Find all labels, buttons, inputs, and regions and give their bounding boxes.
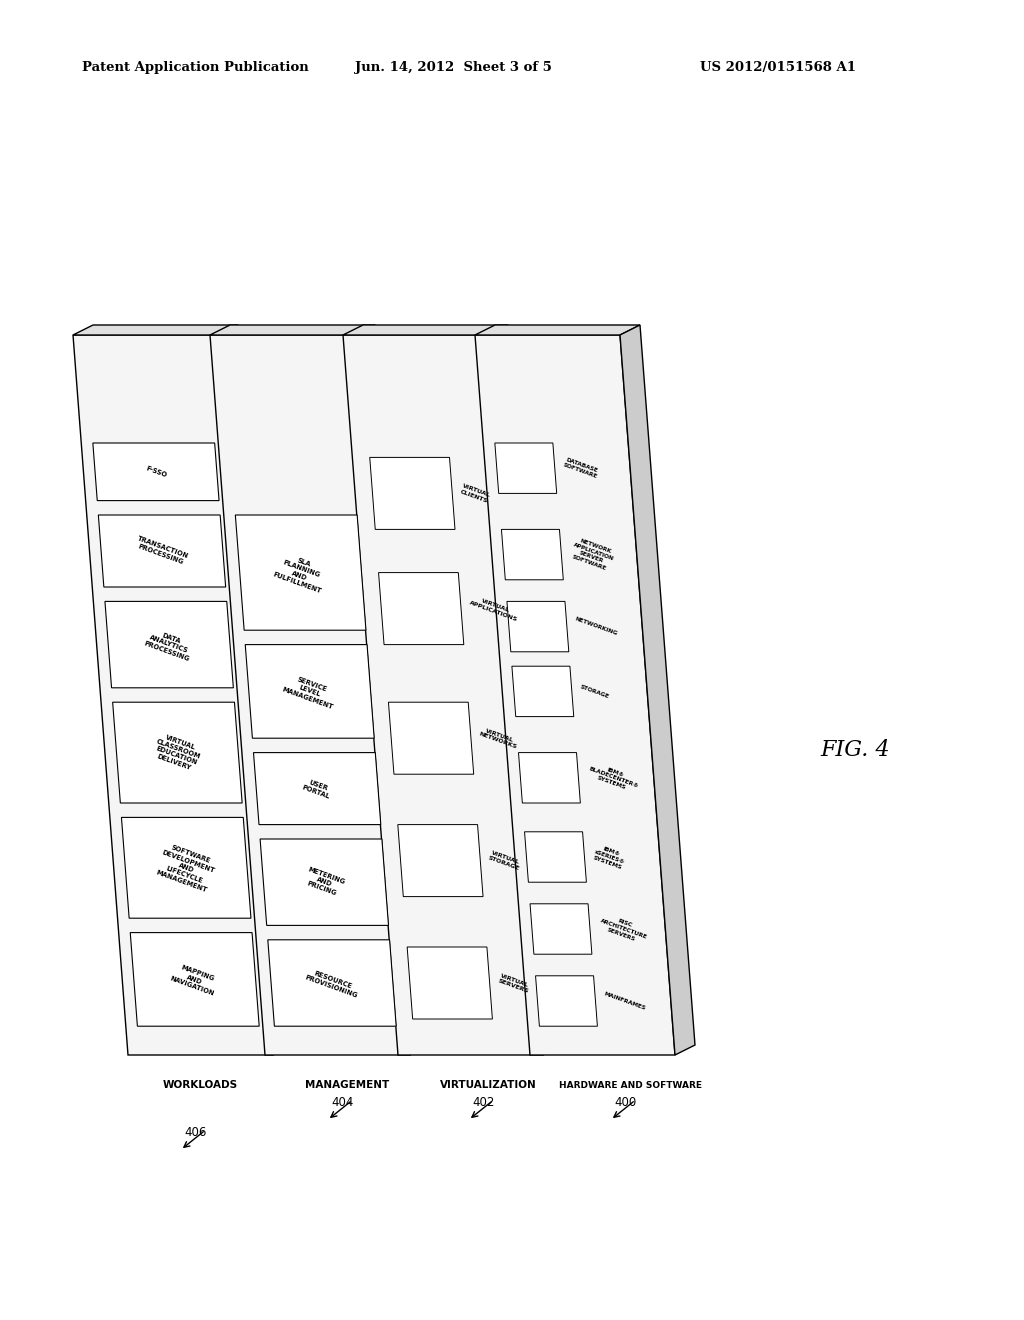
- Polygon shape: [518, 752, 581, 803]
- Polygon shape: [218, 325, 293, 1055]
- Text: SLA
PLANNING
AND
FULFILLMENT: SLA PLANNING AND FULFILLMENT: [272, 552, 330, 594]
- Polygon shape: [98, 515, 225, 587]
- Polygon shape: [268, 940, 396, 1026]
- Polygon shape: [388, 702, 474, 775]
- Polygon shape: [93, 444, 219, 500]
- Text: SOFTWARE
DEVELOPMENT
AND
LIFECYCLE
MANAGEMENT: SOFTWARE DEVELOPMENT AND LIFECYCLE MANAG…: [155, 842, 218, 894]
- Text: IBM®
BLADECENTER®
SYSTEMS: IBM® BLADECENTER® SYSTEMS: [586, 760, 641, 795]
- Polygon shape: [210, 335, 410, 1055]
- Polygon shape: [246, 644, 374, 738]
- Polygon shape: [343, 335, 543, 1055]
- Text: SERVICE
LEVEL
MANAGEMENT: SERVICE LEVEL MANAGEMENT: [281, 673, 339, 710]
- Polygon shape: [488, 325, 563, 1055]
- Text: VIRTUAL
CLIENTS: VIRTUAL CLIENTS: [460, 483, 492, 503]
- Text: MANAGEMENT: MANAGEMENT: [305, 1080, 389, 1090]
- Polygon shape: [379, 573, 464, 644]
- Text: USER
PORTAL: USER PORTAL: [301, 777, 333, 800]
- Text: MAPPING
AND
NAVIGATION: MAPPING AND NAVIGATION: [169, 962, 220, 997]
- Text: RESOURCE
PROVISIONING: RESOURCE PROVISIONING: [304, 968, 360, 999]
- Polygon shape: [370, 458, 455, 529]
- Text: VIRTUAL
STORAGE: VIRTUAL STORAGE: [487, 850, 522, 871]
- Polygon shape: [524, 832, 587, 882]
- Polygon shape: [397, 825, 483, 896]
- Polygon shape: [530, 904, 592, 954]
- Text: RISC
ARCHITECTURE
SERVERS: RISC ARCHITECTURE SERVERS: [597, 912, 649, 945]
- Text: DATA
ANALYTICS
PROCESSING: DATA ANALYTICS PROCESSING: [143, 627, 196, 663]
- Text: MAINFRAMES: MAINFRAMES: [603, 991, 646, 1011]
- Polygon shape: [130, 933, 259, 1026]
- Polygon shape: [113, 702, 242, 803]
- Polygon shape: [343, 325, 508, 335]
- Text: 404: 404: [332, 1097, 353, 1110]
- Text: WORKLOADS: WORKLOADS: [163, 1080, 238, 1090]
- Text: IBM®
xSERIES®
SYSTEMS: IBM® xSERIES® SYSTEMS: [592, 843, 628, 870]
- Text: HARDWARE AND SOFTWARE: HARDWARE AND SOFTWARE: [559, 1081, 702, 1089]
- Text: Jun. 14, 2012  Sheet 3 of 5: Jun. 14, 2012 Sheet 3 of 5: [355, 62, 552, 74]
- Polygon shape: [260, 840, 388, 925]
- Text: STORAGE: STORAGE: [580, 684, 609, 700]
- Text: TRANSACTION
PROCESSING: TRANSACTION PROCESSING: [134, 536, 189, 566]
- Polygon shape: [475, 325, 640, 335]
- Polygon shape: [536, 975, 597, 1026]
- Polygon shape: [104, 602, 233, 688]
- Text: VIRTUAL
SERVERS: VIRTUAL SERVERS: [497, 973, 531, 994]
- Text: NETWORK
APPLICATION
SERVER
SOFTWARE: NETWORK APPLICATION SERVER SOFTWARE: [568, 537, 616, 573]
- Polygon shape: [475, 335, 675, 1055]
- Text: FIG. 4: FIG. 4: [820, 739, 890, 762]
- Polygon shape: [502, 529, 563, 579]
- Text: VIRTUAL
NETWORKS: VIRTUAL NETWORKS: [478, 726, 520, 750]
- Text: METERING
AND
PRICING: METERING AND PRICING: [302, 866, 346, 899]
- Text: NETWORKING: NETWORKING: [574, 616, 618, 636]
- Polygon shape: [73, 335, 273, 1055]
- Text: US 2012/0151568 A1: US 2012/0151568 A1: [700, 62, 856, 74]
- Text: VIRTUALIZATION: VIRTUALIZATION: [440, 1080, 537, 1090]
- Text: VIRTUAL
APPLICATIONS: VIRTUAL APPLICATIONS: [468, 595, 520, 623]
- Text: Patent Application Publication: Patent Application Publication: [82, 62, 309, 74]
- Text: 400: 400: [614, 1097, 637, 1110]
- Polygon shape: [122, 817, 251, 919]
- Text: VIRTUAL
CLASSROOM
EDUCATION
DELIVERY: VIRTUAL CLASSROOM EDUCATION DELIVERY: [151, 731, 204, 774]
- Polygon shape: [210, 325, 375, 335]
- Text: F-SSO: F-SSO: [144, 465, 167, 478]
- Polygon shape: [408, 946, 493, 1019]
- Text: 406: 406: [184, 1126, 207, 1139]
- Polygon shape: [236, 515, 366, 630]
- Polygon shape: [355, 325, 430, 1055]
- Polygon shape: [507, 602, 568, 652]
- Polygon shape: [620, 325, 695, 1055]
- Text: DATABASE
SOFTWARE: DATABASE SOFTWARE: [562, 457, 600, 479]
- Polygon shape: [73, 325, 238, 335]
- Polygon shape: [512, 667, 573, 717]
- Text: 402: 402: [472, 1097, 495, 1110]
- Polygon shape: [495, 444, 557, 494]
- Polygon shape: [254, 752, 381, 825]
